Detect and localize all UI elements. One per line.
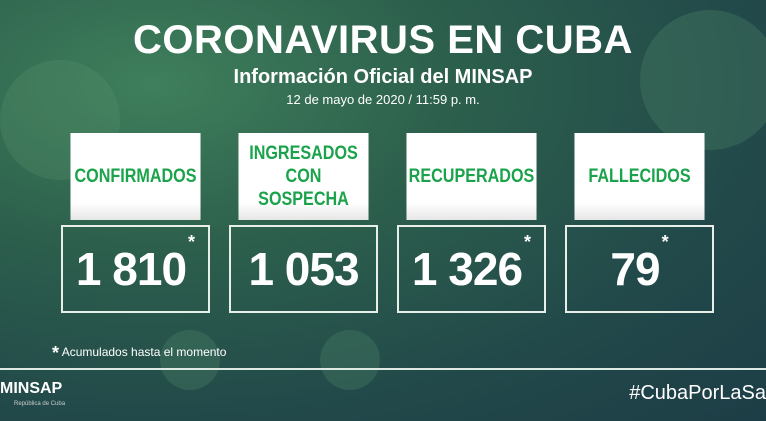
card-fallecidos: FALLECIDOS 79 * — [563, 133, 716, 314]
hashtag: #CubaPorLaSa — [629, 382, 766, 404]
footnote-text: Acumulados hasta el momento — [61, 345, 227, 359]
asterisk: * — [524, 232, 532, 252]
card-label: INGRESADOS CON SOSPECHA — [238, 133, 369, 220]
divider — [0, 368, 766, 370]
subtitle: Información Oficial del MINSAP — [233, 66, 533, 88]
card-value: 1 810 — [75, 243, 187, 295]
footnote-mark: * — [52, 343, 60, 363]
footnote: * Acumulados hasta el momento — [52, 342, 226, 363]
card-recuperados: RECUPERADOS 1 326 * — [395, 133, 548, 314]
card-label: RECUPERADOS — [406, 133, 537, 220]
card-label: FALLECIDOS — [574, 133, 705, 220]
virus-decoration — [640, 10, 766, 150]
card-confirmados: CONFIRMADOS 1 810 * — [59, 133, 212, 314]
virus-decoration — [160, 330, 220, 390]
card-value: 1 326 — [411, 243, 523, 295]
asterisk: * — [661, 232, 669, 252]
logo-subtitle: República de Cuba — [14, 401, 66, 407]
minsap-logo: MINSAP — [0, 380, 63, 397]
card-value: 1 053 — [248, 243, 359, 295]
virus-decoration — [320, 330, 380, 390]
asterisk: * — [188, 232, 196, 252]
report-date: 12 de mayo de 2020 / 11:59 p. m. — [286, 92, 480, 107]
page-title: CORONAVIRUS EN CUBA — [133, 18, 633, 62]
card-label: CONFIRMADOS — [70, 133, 201, 220]
card-ingresados: INGRESADOS CON SOSPECHA 1 053 — [227, 133, 380, 314]
card-value: 79 — [610, 243, 660, 295]
